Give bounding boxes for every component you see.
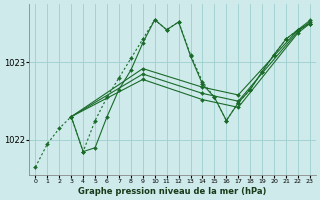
X-axis label: Graphe pression niveau de la mer (hPa): Graphe pression niveau de la mer (hPa) [78, 187, 267, 196]
